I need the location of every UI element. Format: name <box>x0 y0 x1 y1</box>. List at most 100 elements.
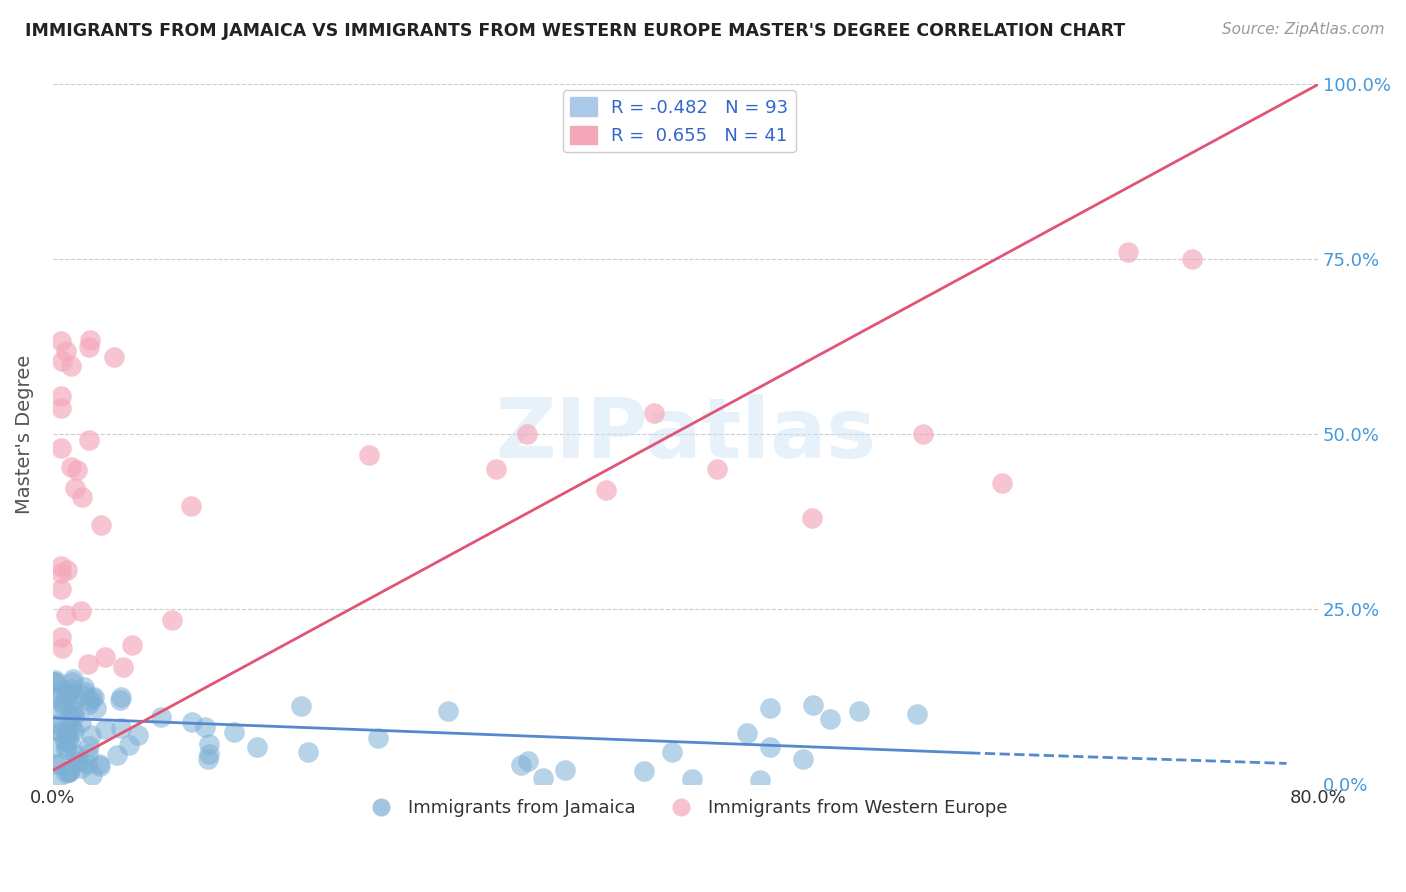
Point <box>77 747 100 761</box>
Point <box>51 641 73 656</box>
Point <box>58 764 80 779</box>
Point <box>510 758 533 772</box>
Point <box>55 727 77 741</box>
Point <box>55 343 77 358</box>
Point <box>56 731 79 746</box>
Point <box>63 704 86 718</box>
Point <box>103 350 125 364</box>
Point <box>51 354 73 368</box>
Point <box>848 704 870 718</box>
Point <box>52 698 75 712</box>
Point <box>77 433 100 447</box>
Y-axis label: Master's Degree: Master's Degree <box>15 355 34 514</box>
Point <box>49 725 72 739</box>
Point <box>83 690 105 704</box>
Point <box>643 406 665 420</box>
Point <box>94 649 117 664</box>
Point <box>65 691 87 706</box>
Point <box>60 459 83 474</box>
Point <box>93 722 115 736</box>
Point <box>49 401 72 416</box>
Point <box>48 770 70 784</box>
Point <box>55 739 77 753</box>
Point <box>595 483 617 498</box>
Point <box>55 742 77 756</box>
Text: IMMIGRANTS FROM JAMAICA VS IMMIGRANTS FROM WESTERN EUROPE MASTER'S DEGREE CORREL: IMMIGRANTS FROM JAMAICA VS IMMIGRANTS FR… <box>25 22 1126 40</box>
Point <box>51 695 73 709</box>
Point <box>121 638 143 652</box>
Point <box>105 748 128 763</box>
Point <box>58 765 80 780</box>
Point <box>516 427 538 442</box>
Point <box>59 735 82 749</box>
Legend: Immigrants from Jamaica, Immigrants from Western Europe: Immigrants from Jamaica, Immigrants from… <box>356 792 1015 824</box>
Point <box>63 481 86 495</box>
Point <box>1181 252 1204 267</box>
Point <box>801 511 824 525</box>
Point <box>72 688 94 702</box>
Point <box>79 694 101 708</box>
Point <box>367 731 389 745</box>
Point <box>759 740 782 755</box>
Point <box>198 747 221 762</box>
Point <box>905 707 928 722</box>
Point <box>51 684 73 698</box>
Point <box>150 710 173 724</box>
Point <box>246 739 269 754</box>
Point <box>66 463 89 477</box>
Point <box>44 673 66 688</box>
Point <box>118 738 141 752</box>
Point <box>531 772 554 786</box>
Point <box>62 723 84 737</box>
Point <box>706 462 728 476</box>
Point <box>76 756 98 771</box>
Point <box>73 681 96 695</box>
Point <box>991 476 1014 491</box>
Point <box>820 712 842 726</box>
Point <box>49 558 72 573</box>
Point <box>70 604 93 618</box>
Point <box>290 699 312 714</box>
Point <box>45 717 67 731</box>
Point <box>44 674 66 689</box>
Point <box>66 756 89 770</box>
Point <box>60 675 83 690</box>
Point <box>90 518 112 533</box>
Point <box>82 691 104 706</box>
Point <box>67 754 90 768</box>
Point <box>79 739 101 753</box>
Point <box>198 737 221 751</box>
Point <box>44 723 66 738</box>
Point <box>127 728 149 742</box>
Text: Source: ZipAtlas.com: Source: ZipAtlas.com <box>1222 22 1385 37</box>
Point <box>87 757 110 772</box>
Point <box>80 728 103 742</box>
Point <box>49 441 72 455</box>
Point <box>59 702 82 716</box>
Point <box>53 734 76 748</box>
Point <box>70 715 93 730</box>
Point <box>197 751 219 765</box>
Point <box>222 724 245 739</box>
Point <box>89 759 111 773</box>
Point <box>110 690 132 704</box>
Point <box>517 755 540 769</box>
Point <box>44 739 66 754</box>
Point <box>59 764 82 778</box>
Point <box>749 773 772 788</box>
Point <box>737 726 759 740</box>
Point <box>51 704 73 718</box>
Point <box>70 491 93 505</box>
Point <box>759 700 782 714</box>
Point <box>48 689 70 703</box>
Point <box>108 693 131 707</box>
Point <box>485 462 508 476</box>
Point <box>49 390 72 404</box>
Point <box>56 563 79 577</box>
Point <box>58 723 80 738</box>
Point <box>77 340 100 354</box>
Point <box>48 756 70 771</box>
Point <box>59 359 82 374</box>
Point <box>59 709 82 723</box>
Point <box>1118 245 1140 260</box>
